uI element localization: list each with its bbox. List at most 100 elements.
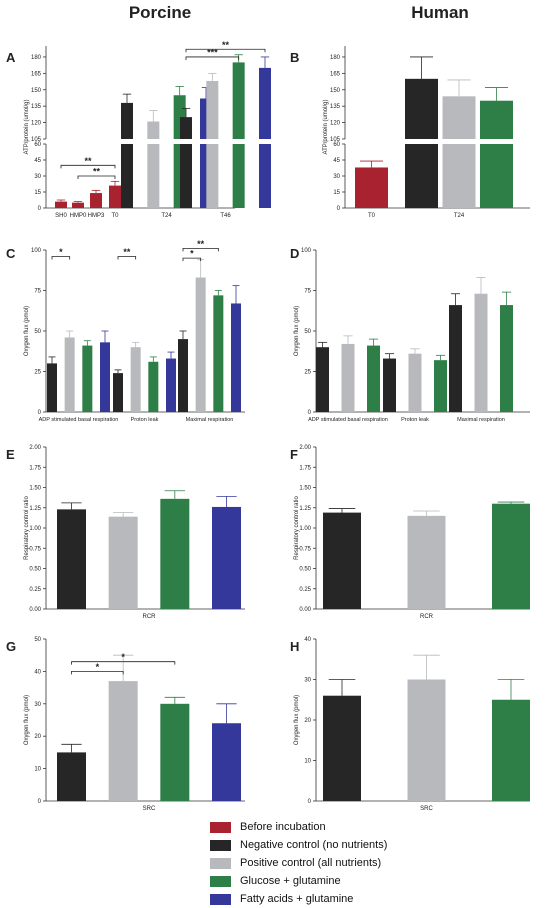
y-tick-label: 0 xyxy=(38,799,42,805)
y-tick-label: 0.75 xyxy=(29,546,41,552)
significance-bracket xyxy=(51,256,71,260)
bar xyxy=(492,699,530,801)
significance-bracket xyxy=(71,671,124,675)
bar xyxy=(442,96,476,139)
y-tick-label: 1.00 xyxy=(29,526,41,532)
bar xyxy=(160,498,190,609)
bar xyxy=(212,723,241,801)
y-tick-label: 20 xyxy=(34,734,41,740)
bar xyxy=(55,201,67,208)
legend-item: Negative control (no nutrients) xyxy=(210,836,440,854)
y-tick-label: 165 xyxy=(330,71,341,77)
significance-bracket xyxy=(185,56,240,60)
y-tick-label: 0.50 xyxy=(29,567,41,573)
significance-label: ** xyxy=(123,247,131,257)
y-tick-label: 25 xyxy=(304,370,311,376)
bar xyxy=(64,337,75,412)
significance-label: *** xyxy=(207,47,218,57)
panel-letter: B xyxy=(290,50,299,65)
bar xyxy=(355,167,388,208)
x-tick-label: RCR xyxy=(420,614,434,620)
x-tick-label: SRC xyxy=(420,806,433,812)
legend-item: Before incubation xyxy=(210,818,440,836)
x-tick-label: Maximal respiration xyxy=(186,417,234,423)
y-tick-label: 15 xyxy=(34,190,41,196)
y-tick-label: 0 xyxy=(337,206,341,212)
y-tick-label: 75 xyxy=(304,289,311,295)
bar xyxy=(316,347,329,412)
y-tick-label: 0 xyxy=(38,206,42,212)
y-axis-label: Oxygen flux (pmol) xyxy=(24,695,30,745)
y-tick-label: 1.25 xyxy=(299,506,311,512)
chart-panel-f: F Respiratory control ratio 0.00 0.25 0.50 0.… xyxy=(290,445,530,620)
y-tick-label: 100 xyxy=(31,248,42,254)
panel-letter: F xyxy=(290,447,298,462)
column-title-human: Human xyxy=(411,3,469,22)
y-tick-label: 45 xyxy=(333,158,340,164)
y-tick-label: 30 xyxy=(333,174,340,180)
bar xyxy=(121,102,133,139)
y-tick-label: 0 xyxy=(308,799,312,805)
column-title-porcine: Porcine xyxy=(129,3,191,22)
y-tick-label: 15 xyxy=(333,190,340,196)
panel-letter: A xyxy=(6,50,16,65)
y-tick-label: 0.25 xyxy=(29,587,41,593)
y-axis-label: ATP/protein (umol/g) xyxy=(24,100,30,155)
significance-label: ** xyxy=(93,167,101,177)
x-tick-label: T0 xyxy=(111,213,119,219)
x-tick-label: Proton leak xyxy=(401,417,429,423)
y-tick-label: 1.00 xyxy=(299,526,311,532)
y-tick-label: 150 xyxy=(31,88,42,94)
bar xyxy=(82,345,93,412)
y-axis-label: Oxygen flux (pmol) xyxy=(294,306,300,356)
y-tick-label: 0.50 xyxy=(299,567,311,573)
x-tick-label: HMP0 xyxy=(70,213,87,219)
chart-panel-g: G Oxygen flux (pmol) 0 10 20 30 40 50 SRC * * xyxy=(6,637,245,812)
panel-letter: G xyxy=(6,639,16,654)
panel-letter: D xyxy=(290,246,299,261)
y-tick-label: 2.00 xyxy=(29,445,41,451)
bar xyxy=(206,144,219,208)
y-tick-label: 150 xyxy=(330,88,341,94)
y-tick-label: 30 xyxy=(34,702,41,708)
y-tick-label: 135 xyxy=(31,104,42,110)
bar xyxy=(90,193,102,208)
y-tick-label: 165 xyxy=(31,71,42,77)
bar xyxy=(113,373,123,412)
y-tick-label: 0 xyxy=(38,410,42,416)
bar xyxy=(166,358,176,412)
significance-bracket xyxy=(185,48,266,53)
legend-label: Glucose + glutamine xyxy=(240,875,341,887)
x-tick-label: RCR xyxy=(143,614,157,620)
y-tick-label: 120 xyxy=(31,121,42,127)
bar xyxy=(206,81,219,139)
x-tick-label: T0 xyxy=(368,213,376,219)
x-tick-label: T24 xyxy=(161,213,172,219)
significance-label: * xyxy=(121,652,125,662)
y-tick-label: 135 xyxy=(330,104,341,110)
y-tick-label: 10 xyxy=(34,767,41,773)
significance-label: * xyxy=(59,247,63,257)
bar xyxy=(341,343,355,412)
bar xyxy=(180,117,192,139)
x-tick-label: SH0 xyxy=(55,213,67,219)
significance-bracket xyxy=(77,175,116,179)
bar xyxy=(231,303,241,412)
bar xyxy=(109,185,121,208)
bar xyxy=(480,144,513,208)
y-tick-label: 75 xyxy=(34,289,41,295)
legend-label: Positive control (all nutrients) xyxy=(240,857,382,869)
chart-panel-h: H Oxygen flux (pmol) 0 10 20 30 40 SRC xyxy=(290,637,530,812)
y-axis-label: Respiratory control ratio xyxy=(24,495,30,559)
y-tick-label: 40 xyxy=(34,669,41,675)
bar xyxy=(195,277,206,412)
chart-panel-e: E Respiratory control ratio 0.00 0.25 0.50 0.… xyxy=(6,445,245,620)
legend-swatch xyxy=(210,821,231,833)
y-tick-label: 105 xyxy=(330,137,341,143)
y-tick-label: 60 xyxy=(34,142,41,148)
significance-bracket xyxy=(117,256,137,260)
y-tick-label: 50 xyxy=(34,329,41,335)
y-tick-label: 1.25 xyxy=(29,506,41,512)
y-tick-label: 45 xyxy=(34,158,41,164)
